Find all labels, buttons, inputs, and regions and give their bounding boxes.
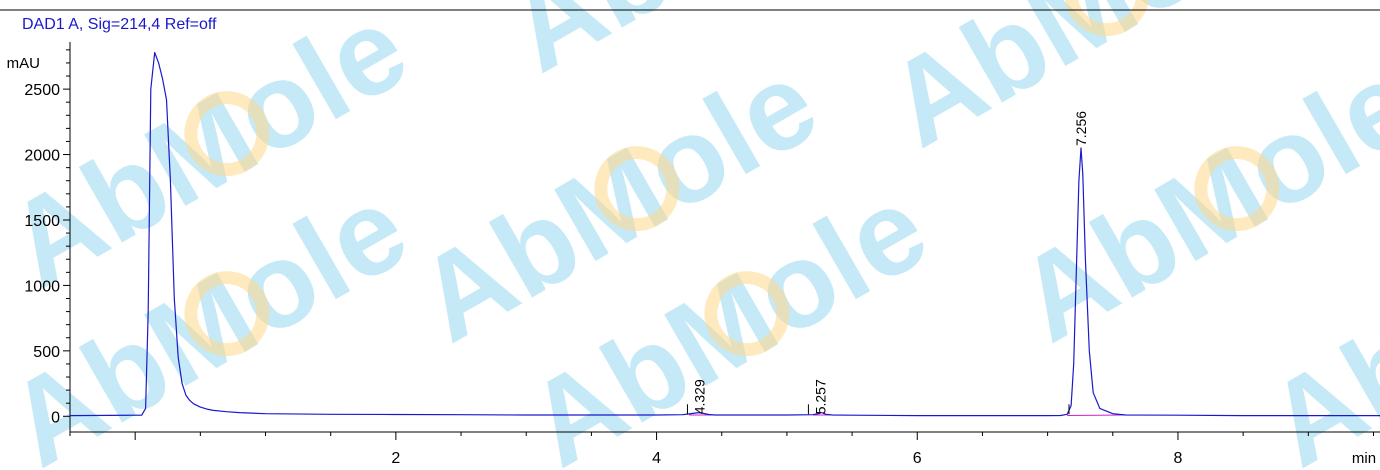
watermark-ring [594, 146, 680, 232]
y-tick-label: 2500 [24, 82, 60, 99]
y-tick-label: 1500 [24, 213, 60, 230]
x-tick-label: 2 [391, 450, 400, 467]
peak-label: 7.256 [1073, 111, 1089, 146]
y-tick-label: 1000 [24, 278, 60, 295]
watermark-ring [704, 271, 790, 357]
x-axis-unit: min [1352, 450, 1376, 467]
peak-label: 4.329 [691, 379, 707, 414]
peak-label: 5.257 [812, 379, 828, 414]
baseline-segment [1067, 414, 1126, 417]
signal-series [69, 51, 1380, 417]
x-tick-label: 8 [1174, 450, 1183, 467]
x-axis-ticks: 2 4 6 8 [69, 432, 1374, 467]
y-tick-label: 2000 [24, 148, 60, 165]
peak-annotations: 4.329 5.257 7.256 [686, 111, 1089, 415]
watermark-ring [1064, 0, 1150, 37]
y-tick-label: 0 [51, 409, 60, 426]
signal-line [69, 51, 1380, 417]
x-tick-label: 6 [913, 450, 922, 467]
y-tick-label: 500 [33, 344, 60, 361]
y-axis-unit: mAU [7, 55, 40, 72]
watermark-ring [184, 271, 270, 357]
watermark-ring [184, 91, 270, 177]
y-axis-ticks: 0 500 1000 1500 2000 2500 [24, 49, 70, 426]
watermark-ring [1194, 146, 1280, 232]
signal-title: DAD1 A, Sig=214,4 Ref=off [22, 16, 217, 33]
x-tick-label: 4 [652, 450, 661, 467]
